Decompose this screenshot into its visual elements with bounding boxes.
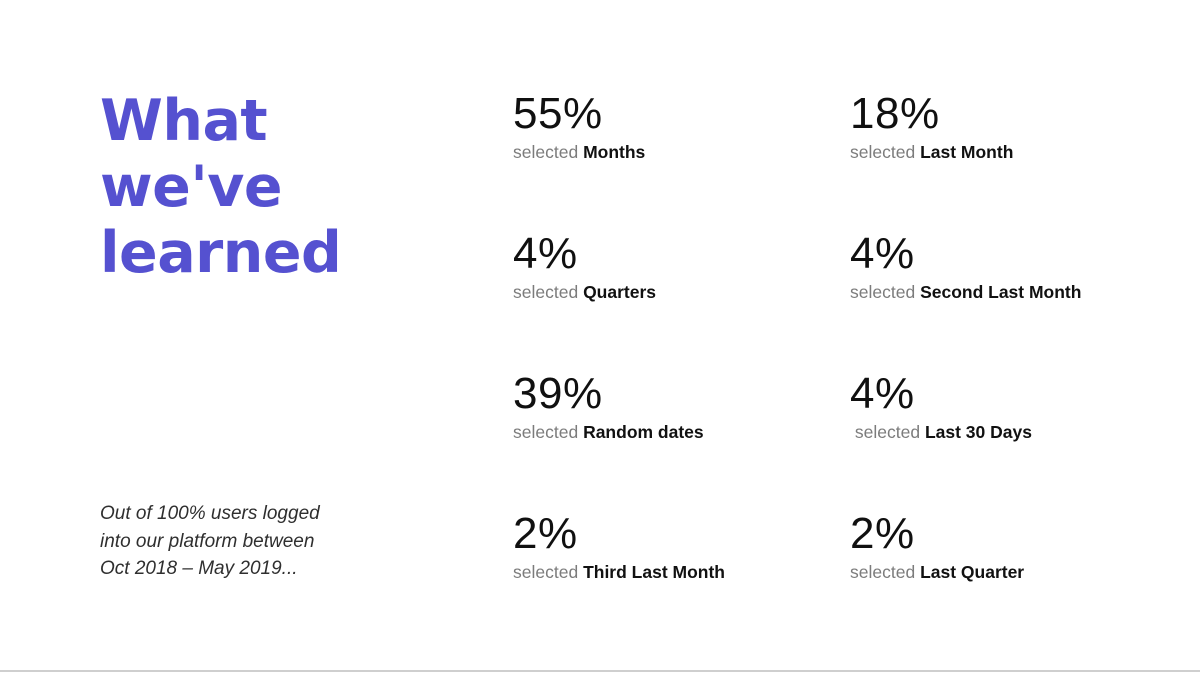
stat-label: Last Quarter: [920, 562, 1025, 582]
stat-item-last-30-days: 4% selected Last 30 Days: [850, 368, 1081, 508]
stat-label: Second Last Month: [920, 282, 1082, 302]
stat-caption: selected Third Last Month: [513, 560, 850, 584]
stat-prefix: selected: [513, 422, 579, 442]
stat-prefix: selected: [850, 142, 916, 162]
stat-item-last-month: 18% selected Last Month: [850, 88, 1081, 228]
stat-prefix: selected: [513, 562, 579, 582]
stat-item-random-dates: 39% selected Random dates: [513, 368, 850, 508]
footnote-text: Out of 100% users logged into our platfo…: [100, 503, 320, 579]
stat-caption: selected Months: [513, 140, 850, 164]
stats-grid: 55% selected Months 18% selected Last Mo…: [513, 88, 1081, 648]
page-title: What we've learned: [100, 88, 342, 286]
stat-item-last-quarter: 2% selected Last Quarter: [850, 508, 1081, 648]
bottom-divider: [0, 670, 1200, 672]
stat-label: Random dates: [583, 422, 704, 442]
stat-value: 39%: [513, 369, 603, 418]
stat-item-second-last-month: 4% selected Second Last Month: [850, 228, 1081, 368]
stat-label: Third Last Month: [583, 562, 725, 582]
stat-label: Last Month: [920, 142, 1014, 162]
stat-prefix: selected: [850, 562, 916, 582]
stat-value: 55%: [513, 89, 603, 138]
stat-prefix: selected: [513, 142, 579, 162]
stat-prefix: selected: [513, 282, 579, 302]
stat-label: Last 30 Days: [924, 422, 1032, 442]
stat-caption: selected Quarters: [513, 280, 850, 304]
stat-value: 2%: [513, 509, 578, 558]
stat-value: 2%: [850, 509, 915, 558]
stat-caption: selected Last Month: [850, 140, 1081, 164]
stat-value: 4%: [513, 229, 578, 278]
stat-label: Quarters: [583, 282, 657, 302]
stat-caption: selected Last 30 Days: [850, 420, 1081, 444]
stat-value: 18%: [850, 89, 940, 138]
stat-prefix: selected: [850, 422, 921, 442]
stat-item-third-last-month: 2% selected Third Last Month: [513, 508, 850, 648]
stat-value: 4%: [850, 229, 915, 278]
stat-item-months: 55% selected Months: [513, 88, 850, 228]
stat-caption: selected Random dates: [513, 420, 850, 444]
stat-caption: selected Last Quarter: [850, 560, 1081, 584]
stat-label: Months: [583, 142, 646, 162]
stat-prefix: selected: [850, 282, 916, 302]
stat-value: 4%: [850, 369, 915, 418]
stat-caption: selected Second Last Month: [850, 280, 1081, 304]
stat-item-quarters: 4% selected Quarters: [513, 228, 850, 368]
